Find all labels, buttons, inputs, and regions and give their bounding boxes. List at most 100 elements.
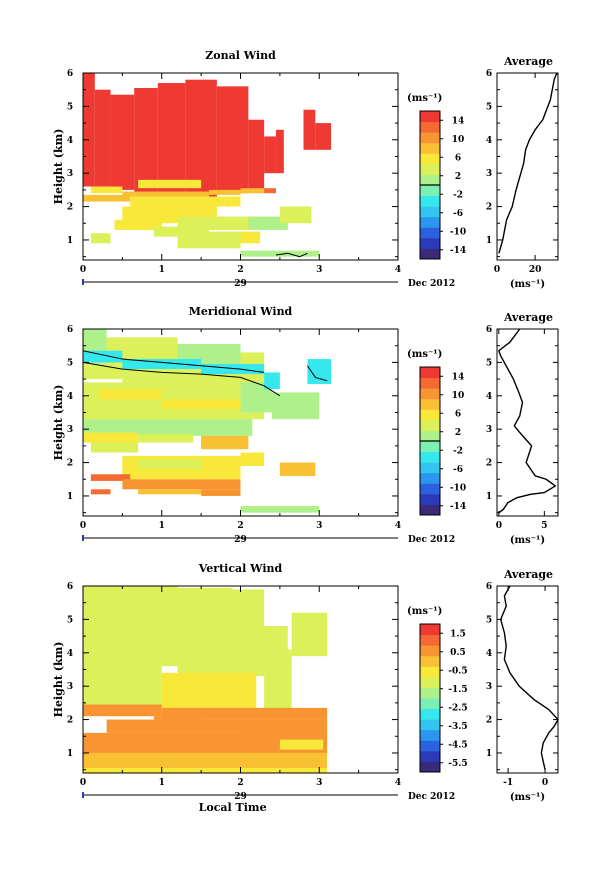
heatmap-region [264,372,280,390]
heatmap-region [110,94,135,190]
colorbar-swatch [420,687,440,699]
profile-frame [496,328,559,517]
x-tick-label: 4 [395,521,401,531]
heatmap-region [272,392,320,420]
heatmap-region [90,186,123,194]
heatmap-region [90,474,131,481]
profile-y-tick-label: 4 [486,392,492,402]
heatmap-region [122,359,202,370]
x-tick-label: 0 [80,265,86,275]
x-tick-label: 0 [80,521,86,531]
profile-x-tick-label: 0 [494,265,500,275]
panel-title: Meridional Wind [189,305,293,318]
zero-contour [83,361,281,397]
heatmap-region [90,233,111,244]
heatmap-region [83,73,95,187]
y-tick-label: 3 [67,682,73,692]
heatmap-region [201,489,241,496]
date-label: Dec 2012 [408,279,455,289]
colorbar-swatch [420,698,440,710]
heatmap-region [264,188,276,194]
colorbar-swatch [420,388,440,400]
colorbar-tick-label: -6 [453,465,463,475]
colorbar-swatch [420,634,440,646]
heatmap-region [279,462,316,476]
colorbar-swatch [420,451,440,463]
x-tick-label: 1 [159,521,165,531]
heatmap-region [240,719,328,737]
y-tick-label: 1 [67,236,73,246]
heatmap-region [177,587,233,680]
colorbar-swatch [420,430,440,442]
colorbar-swatch [420,142,440,154]
heatmap-region [224,196,241,207]
colorbar-swatch [420,398,440,410]
profile-line [499,585,559,770]
date-label: Dec 2012 [408,792,455,802]
colorbar-swatch [420,472,440,484]
profile-y-tick-label: 3 [486,425,492,435]
colorbar-swatch [420,761,440,773]
profile-x-tick-label: 0 [496,521,502,531]
colorbar-frame [419,623,441,773]
heatmap-region [106,756,131,762]
heatmap-region [240,250,320,257]
profile-line [497,328,557,514]
heatmap-region [161,672,257,710]
y-tick-label: 2 [67,459,73,469]
profile-x-tick-label: -1 [503,778,513,788]
heatmap-region [291,612,328,657]
colorbar-tick-label: 2 [455,428,461,438]
colorbar-swatch [420,153,440,165]
colorbar-swatch [420,729,440,741]
zero-contour [307,365,328,382]
colorbar-swatch [420,195,440,207]
y-tick-label: 4 [67,649,73,659]
colorbar-swatch [420,419,440,431]
date-day-label: 29 [234,792,247,802]
colorbar-swatch [420,216,440,228]
heatmap-region [134,88,158,197]
colorbar-tick-label: -1.5 [448,685,467,695]
heatmap-region [209,189,241,195]
y-tick-label: 3 [67,425,73,435]
colorbar-swatch [420,377,440,389]
colorbar-tick-label: -5.5 [448,759,467,769]
colorbar-unit: (ms⁻¹) [407,606,442,617]
profile-y-tick-label: 6 [486,325,492,335]
heatmap-region [83,194,131,202]
heatmap-region [122,479,241,490]
colorbar-swatch [420,719,440,731]
x-tick-label: 1 [159,265,165,275]
colorbar-tick-label: -4.5 [448,740,467,750]
x-tick-label: 2 [237,521,243,531]
heatmap-region [130,196,225,207]
heatmap-region [232,589,265,677]
heatmap-region [83,419,253,436]
y-tick-label: 1 [67,749,73,759]
x-axis-label: Local Time [199,801,267,814]
y-axis-label: Height (km) [52,642,65,718]
colorbar-swatch [420,227,440,239]
colorbar-swatch [420,121,440,133]
y-tick-label: 3 [67,169,73,179]
profile-frame [496,585,559,774]
y-tick-label: 1 [67,492,73,502]
x-tick-label: 3 [316,265,322,275]
colorbar-unit: (ms⁻¹) [407,93,442,104]
heatmap-region [83,704,162,717]
heatmap-region [138,459,202,470]
heatmap-region [240,452,265,466]
colorbar-tick-label: 10 [452,391,465,401]
heatmap-region [106,719,241,733]
heatmap-cells [83,73,332,258]
heatmap-region [264,649,292,713]
colorbar-tick-label: -2.5 [448,703,467,713]
heatmap-region [98,389,162,400]
y-tick-label: 5 [67,102,73,112]
colorbar-swatch [420,441,440,453]
colorbar-tick-label: -0.5 [448,666,467,676]
heatmap-region [240,505,320,513]
colorbar-tick-label: 14 [452,116,465,126]
